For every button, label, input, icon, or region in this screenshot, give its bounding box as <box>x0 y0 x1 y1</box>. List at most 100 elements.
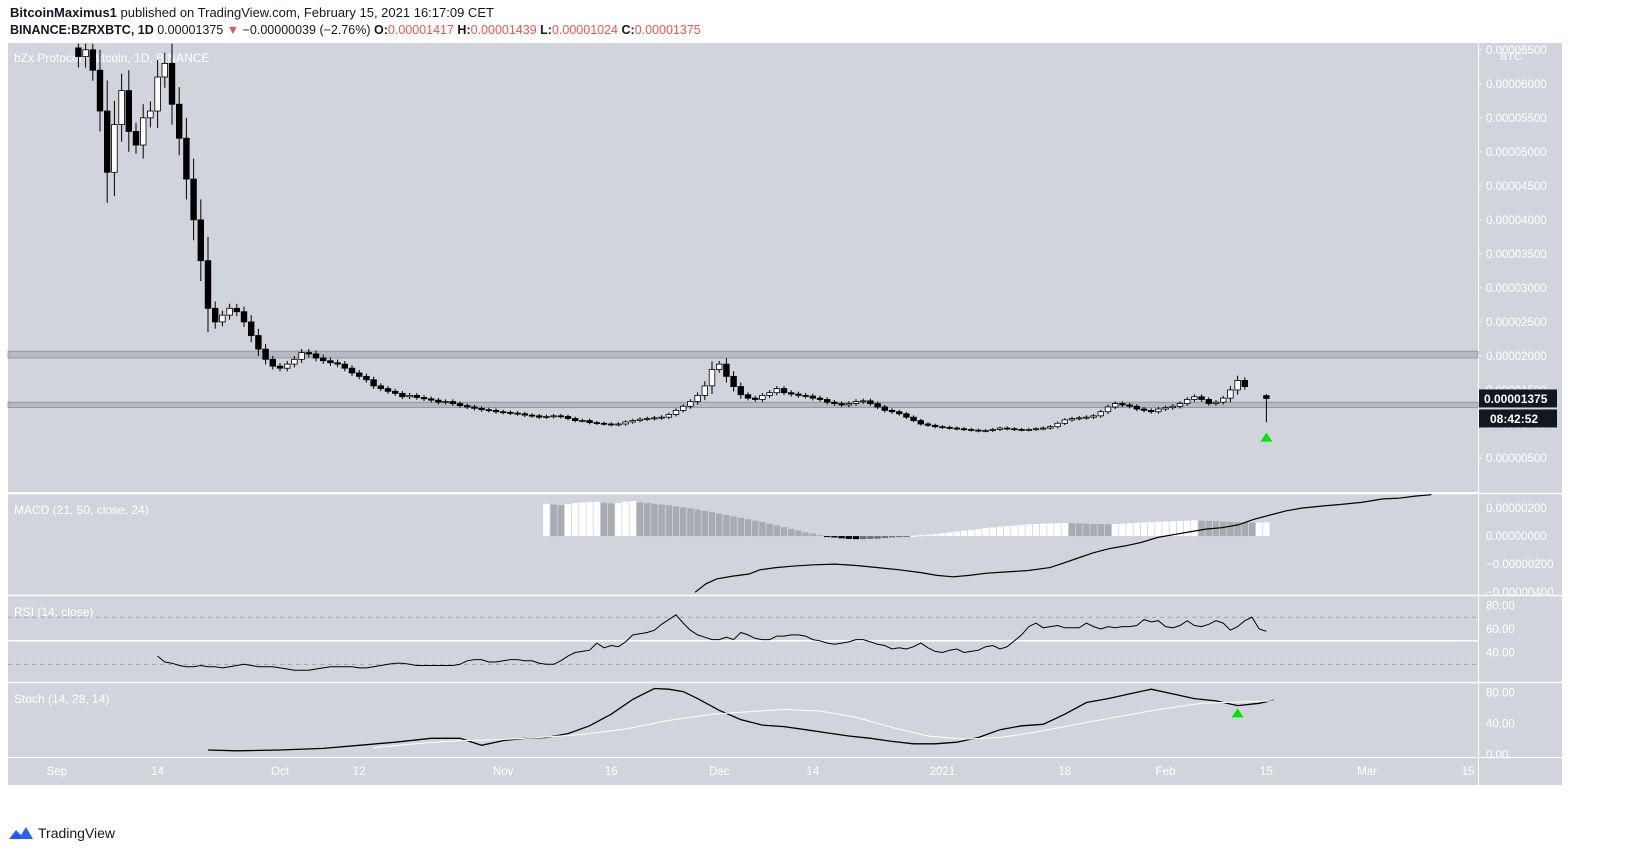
candle <box>233 307 240 313</box>
time-tick-label: Oct <box>271 766 290 778</box>
macd-histogram-bar <box>636 502 644 537</box>
candle <box>852 401 860 404</box>
candle <box>874 403 881 408</box>
candle <box>190 178 197 221</box>
candle <box>968 429 975 431</box>
chart-canvas[interactable]: 0.000005000.000010000.000015000.00002000… <box>0 40 1627 820</box>
candle <box>586 420 593 424</box>
macd-histogram-bar <box>1263 522 1270 537</box>
macd-histogram-bar <box>586 502 593 537</box>
candle <box>809 395 816 399</box>
tradingview-logo-icon[interactable] <box>8 824 34 842</box>
candle <box>694 394 701 402</box>
candle <box>996 427 1004 430</box>
candle <box>168 63 176 105</box>
published-text: published on TradingView.com, February 1… <box>120 5 494 20</box>
price-tick-label: 0.00004500 <box>1486 181 1547 193</box>
candle <box>1083 416 1090 419</box>
candle <box>888 409 896 413</box>
macd-histogram-bar <box>1061 522 1068 537</box>
candle <box>139 117 147 146</box>
candle <box>867 400 874 404</box>
candle <box>780 388 788 394</box>
ohlc-line: BINANCE:BZRXBTC, 1D 0.00001375 ▼ −0.0000… <box>10 23 701 37</box>
symbol: BINANCE:BZRXBTC, 1D <box>10 23 154 37</box>
price-tick-label: 0.00006000 <box>1486 79 1547 91</box>
macd-histogram-bar <box>629 501 636 537</box>
macd-histogram-bar <box>831 536 838 538</box>
candle <box>499 411 507 414</box>
candle <box>896 411 903 415</box>
author-name[interactable]: BitcoinMaximus1 <box>10 5 117 20</box>
macd-histogram-bar <box>752 520 759 537</box>
candle <box>932 424 939 428</box>
candle <box>312 353 320 359</box>
macd-histogram-bar <box>982 528 989 537</box>
candle <box>1155 408 1162 413</box>
candle <box>773 388 780 394</box>
candle <box>795 393 802 396</box>
candle <box>197 219 204 262</box>
candle <box>1097 411 1104 417</box>
macd-histogram-bar <box>968 529 975 537</box>
high-label: H: <box>457 23 471 37</box>
candle <box>1018 429 1025 431</box>
macd-histogram-bar <box>550 504 557 537</box>
footer: TradingView <box>8 824 115 842</box>
candle <box>903 413 910 418</box>
pane-2-background <box>8 596 1478 682</box>
candle <box>118 90 125 126</box>
macd-histogram-bar <box>723 515 730 537</box>
macd-histogram-bar <box>946 532 953 537</box>
macd-histogram-bar <box>773 525 780 537</box>
macd-tick-label: 0.00000000 <box>1486 531 1547 543</box>
candle <box>75 47 82 58</box>
close-label: C: <box>621 23 635 37</box>
rsi-line <box>157 614 1267 671</box>
macd-histogram-bar <box>766 523 773 537</box>
macd-histogram-bar <box>564 504 572 537</box>
time-tick-label: Mar <box>1357 766 1377 778</box>
time-tick-label: 16 <box>605 766 618 778</box>
candle <box>989 429 996 431</box>
macd-histogram-bar <box>1004 525 1011 537</box>
candle <box>1104 406 1112 413</box>
countdown-label: 08:42:52 <box>1490 412 1538 426</box>
candle <box>226 307 233 316</box>
candle <box>680 405 687 411</box>
time-tick-label: Nov <box>493 766 514 778</box>
macd-histogram-bar <box>845 536 852 539</box>
candle <box>744 394 752 399</box>
candle <box>939 426 946 429</box>
macd-histogram-bar <box>917 535 924 537</box>
publish-line: BitcoinMaximus1 published on TradingView… <box>10 5 494 20</box>
candle <box>600 422 608 425</box>
stoch-line-0 <box>207 687 1274 752</box>
macd-histogram-bar <box>1176 520 1184 537</box>
candle <box>687 401 694 407</box>
macd-histogram-bar <box>572 503 579 537</box>
candle <box>651 417 658 420</box>
candle <box>636 418 644 421</box>
time-tick-label: 14 <box>806 766 819 778</box>
bullish-marker-icon <box>1231 708 1244 718</box>
candle <box>953 427 960 430</box>
macd-histogram-bar <box>1119 523 1126 537</box>
macd-histogram-bar <box>557 505 564 537</box>
macd-histogram-bar <box>852 536 860 540</box>
candle <box>420 397 428 400</box>
candle <box>125 90 132 132</box>
macd-histogram-bar <box>881 536 888 539</box>
candle <box>442 401 449 403</box>
macd-histogram-bar <box>615 502 622 537</box>
candle <box>413 394 420 398</box>
rsi-tick-label: 40.00 <box>1486 648 1515 660</box>
macd-tick-label: 0.00000200 <box>1486 503 1547 515</box>
last-price-label: 0.00001375 <box>1484 392 1548 406</box>
candle <box>485 409 492 412</box>
macd-histogram-bar <box>816 534 824 537</box>
candle <box>1004 427 1011 430</box>
candle <box>104 110 111 173</box>
footer-brand[interactable]: TradingView <box>38 825 116 841</box>
candle <box>96 69 104 112</box>
